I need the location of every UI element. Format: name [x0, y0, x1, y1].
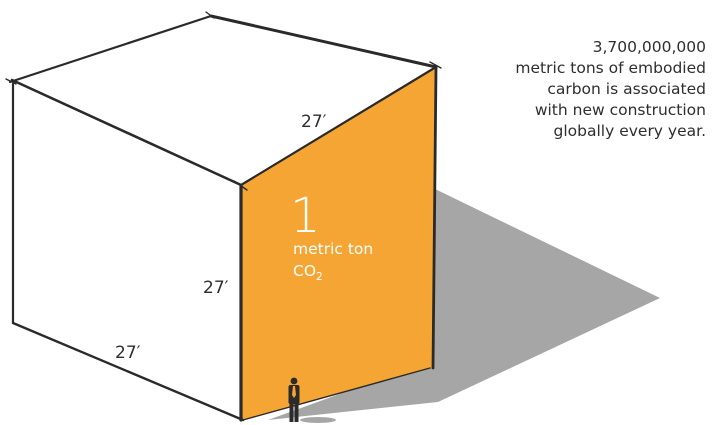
annotation-line-3: carbon is associated — [547, 80, 706, 98]
person-figure — [288, 377, 300, 422]
cube-edges — [5, 11, 442, 422]
annotation-line-2: metric tons of embodied — [515, 59, 706, 77]
front-edge-label: 27′ — [203, 278, 229, 298]
face-unit: metric ton — [293, 240, 373, 258]
annotation-line-5: globally every year. — [553, 122, 706, 140]
annotation-line-1: 3,700,000,000 — [592, 38, 706, 56]
face-number: 1 — [290, 188, 321, 244]
face-co2-base: CO — [293, 262, 316, 280]
bottom-edge-label: 27′ — [115, 343, 141, 363]
annotation-line-4: with new construction — [534, 101, 706, 119]
person-shadow — [300, 417, 336, 423]
cube-orange-face — [241, 67, 436, 420]
cube-shadow — [268, 188, 660, 420]
embodied-carbon-annotation: 3,700,000,000 metric tons of embodied ca… — [446, 37, 706, 142]
top-edge-label: 27′ — [301, 112, 327, 132]
face-co2: CO2 — [293, 262, 323, 283]
face-co2-subscript: 2 — [316, 271, 323, 283]
